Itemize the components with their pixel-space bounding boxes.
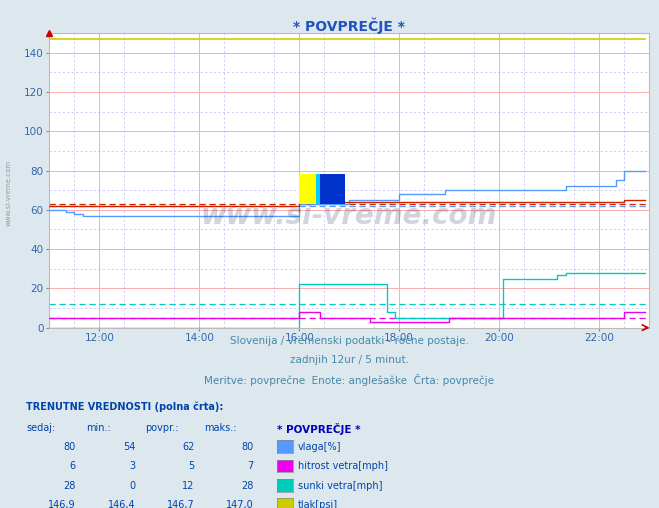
Text: tlak[psi]: tlak[psi] — [298, 500, 338, 508]
Text: hitrost vetra[mph]: hitrost vetra[mph] — [298, 461, 388, 471]
Text: 80: 80 — [241, 442, 254, 452]
Text: sunki vetra[mph]: sunki vetra[mph] — [298, 481, 382, 491]
Bar — [316, 174, 345, 204]
Text: TRENUTNE VREDNOSTI (polna črta):: TRENUTNE VREDNOSTI (polna črta): — [26, 401, 224, 412]
Text: 5: 5 — [188, 461, 194, 471]
Text: maks.:: maks.: — [204, 423, 237, 433]
Text: www.si-vreme.com: www.si-vreme.com — [5, 160, 12, 226]
Text: * POVPREČJE *: * POVPREČJE * — [293, 18, 405, 34]
Text: Meritve: povprečne  Enote: anglešaške  Črta: povprečje: Meritve: povprečne Enote: anglešaške Črt… — [204, 374, 494, 386]
Text: 62: 62 — [182, 442, 194, 452]
Text: 146,9: 146,9 — [48, 500, 76, 508]
Text: 28: 28 — [63, 481, 76, 491]
Text: 54: 54 — [123, 442, 135, 452]
Text: 146,7: 146,7 — [167, 500, 194, 508]
Text: 146,4: 146,4 — [107, 500, 135, 508]
Text: 3: 3 — [129, 461, 135, 471]
Text: sedaj:: sedaj: — [26, 423, 55, 433]
Text: * POVPREČJE *: * POVPREČJE * — [277, 423, 360, 435]
Text: Slovenija / vremenski podatki - ročne postaje.: Slovenija / vremenski podatki - ročne po… — [230, 335, 469, 346]
Text: 7: 7 — [248, 461, 254, 471]
Text: povpr.:: povpr.: — [145, 423, 179, 433]
Text: 28: 28 — [241, 481, 254, 491]
Bar — [320, 174, 345, 204]
Text: www.si-vreme.com: www.si-vreme.com — [201, 202, 498, 230]
Text: 6: 6 — [70, 461, 76, 471]
Text: 147,0: 147,0 — [226, 500, 254, 508]
Text: 80: 80 — [63, 442, 76, 452]
Text: zadnjih 12ur / 5 minut.: zadnjih 12ur / 5 minut. — [290, 355, 409, 365]
Text: vlaga[%]: vlaga[%] — [298, 442, 341, 452]
Text: 12: 12 — [182, 481, 194, 491]
Text: 0: 0 — [129, 481, 135, 491]
Bar — [299, 174, 333, 204]
Text: min.:: min.: — [86, 423, 111, 433]
